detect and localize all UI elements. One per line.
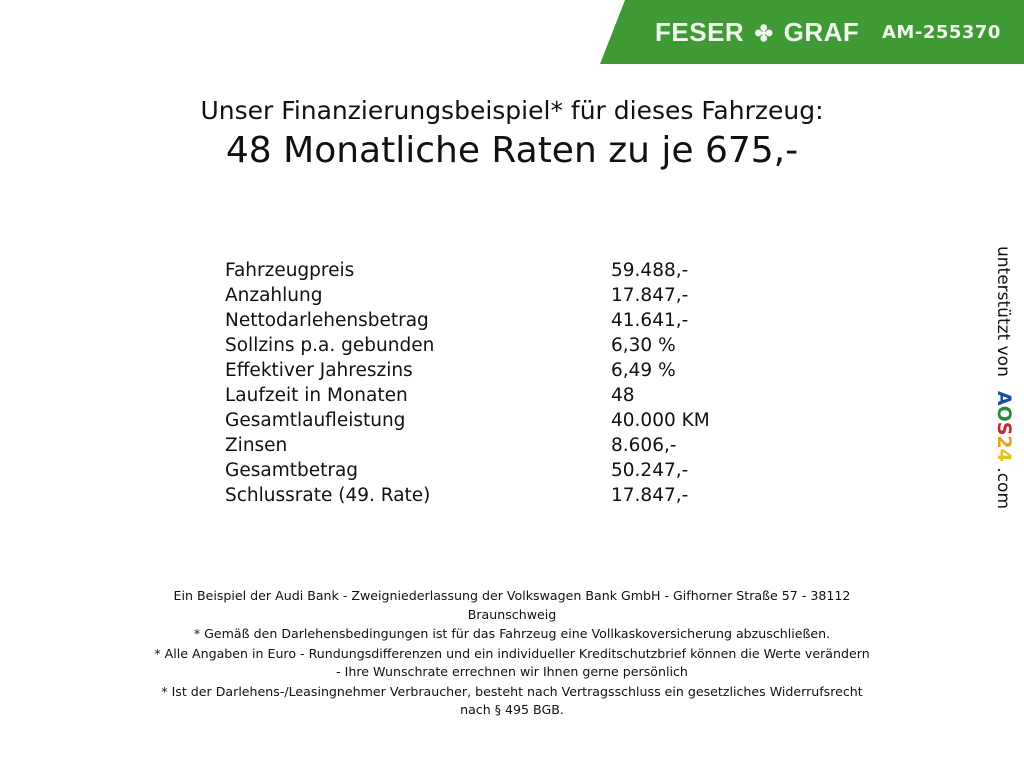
table-row: Sollzins p.a. gebunden 6,30 % xyxy=(225,333,676,358)
table-row: Schlussrate (49. Rate) 17.847,- xyxy=(225,483,688,508)
row-value: 8.606,- xyxy=(611,435,677,456)
table-row: Nettodarlehensbetrag 41.641,- xyxy=(225,308,688,333)
aos24-logo: AOS24 xyxy=(993,390,1015,462)
footer-line: * Alle Angaben in Euro - Rundungsdiffere… xyxy=(154,645,870,661)
table-row: Zinsen 8.606,- xyxy=(225,433,677,458)
row-label: Zinsen xyxy=(225,435,288,456)
table-row: Effektiver Jahreszins 6,49 % xyxy=(225,358,676,383)
row-label: Sollzins p.a. gebunden xyxy=(225,335,435,356)
row-value: 48 xyxy=(611,385,635,406)
row-value: 50.247,- xyxy=(611,460,689,481)
footer-line: Ein Beispiel der Audi Bank - Zweignieder… xyxy=(173,588,851,603)
table-row: Laufzeit in Monaten 48 xyxy=(225,383,635,408)
brand-name-left: FESER xyxy=(655,17,745,47)
brand-banner xyxy=(600,0,1024,64)
supported-by: unterstützt von AOS24 .com xyxy=(993,246,1015,509)
footer-line: - Ihre Wunschrate errechnen wir Ihnen ge… xyxy=(336,664,688,679)
table-row: Gesamtbetrag 50.247,- xyxy=(225,458,688,483)
row-value: 17.847,- xyxy=(611,285,689,306)
finance-table: Fahrzeugpreis 59.488,- Anzahlung 17.847,- … xyxy=(225,258,710,508)
table-row: Fahrzeugpreis 59.488,- xyxy=(225,258,688,283)
legal-footer: Ein Beispiel der Audi Bank - Zweignieder… xyxy=(40,587,984,720)
row-label: Nettodarlehensbetrag xyxy=(225,310,429,331)
table-row: Anzahlung 17.847,- xyxy=(225,283,688,308)
row-label: Effektiver Jahreszins xyxy=(225,360,413,381)
title-line-2: 48 Monatliche Raten zu je 675,- xyxy=(225,130,799,171)
brand-name-right: GRAF xyxy=(783,17,860,47)
row-label: Fahrzeugpreis xyxy=(225,260,355,281)
supported-by-text: unterstützt von xyxy=(993,246,1013,377)
row-label: Gesamtlaufleistung xyxy=(225,410,406,431)
row-value: 6,49 % xyxy=(611,360,676,381)
row-value: 41.641,- xyxy=(611,310,689,331)
ad-code: AM-255370 xyxy=(882,22,1001,43)
footer-line: * Ist der Darlehens-/Leasingnehmer Verbr… xyxy=(161,683,863,699)
row-value: 17.847,- xyxy=(611,485,689,506)
footer-line: Braunschweig xyxy=(467,606,557,622)
row-value: 6,30 % xyxy=(611,335,676,356)
clover-icon: ✤ xyxy=(754,21,774,46)
table-row: Gesamtlaufleistung 40.000 KM xyxy=(225,408,710,433)
footer-line: * Gemäß den Darlehensbedingungen ist für… xyxy=(193,626,831,641)
row-value: 40.000 KM xyxy=(611,410,710,431)
row-label: Laufzeit in Monaten xyxy=(225,385,408,406)
brand-logo: FESER ✤ GRAF xyxy=(655,17,859,48)
title-line-1: Unser Finanzierungsbeispiel* für dieses … xyxy=(200,96,824,125)
row-label: Gesamtbetrag xyxy=(225,460,359,481)
row-label: Schlussrate (49. Rate) xyxy=(225,485,431,506)
footer-line: nach § 495 BGB. xyxy=(460,702,564,717)
row-value: 59.488,- xyxy=(611,260,689,281)
aos24-suffix: .com xyxy=(993,467,1013,510)
row-label: Anzahlung xyxy=(225,285,323,306)
